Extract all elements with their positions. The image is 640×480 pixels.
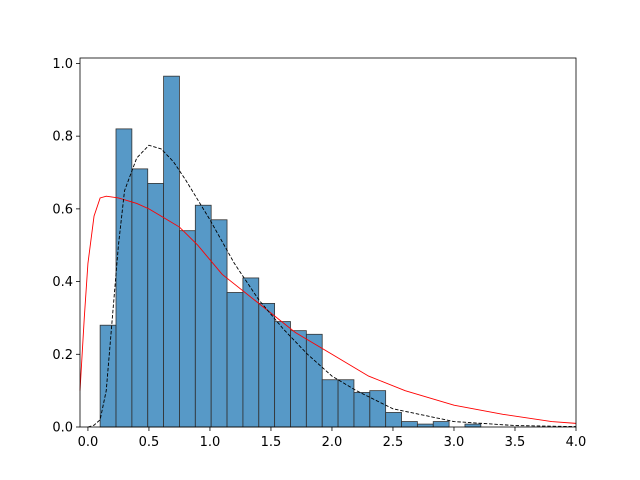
bar xyxy=(385,412,402,428)
y-tick-label: 0.8 xyxy=(52,130,73,145)
density-curve xyxy=(87,144,577,428)
bar xyxy=(305,333,323,428)
bar xyxy=(401,421,418,428)
bar xyxy=(274,321,291,428)
bar xyxy=(194,204,212,428)
x-tick-label: 0.0 xyxy=(78,435,99,450)
bar xyxy=(337,379,355,428)
bar xyxy=(179,230,196,428)
bar xyxy=(99,324,117,428)
bar xyxy=(226,292,244,428)
plot-frame xyxy=(79,57,577,428)
y-tick-label: 1.0 xyxy=(52,57,73,72)
y-tick-label: 0.2 xyxy=(52,348,73,363)
bar xyxy=(147,183,164,428)
bar xyxy=(321,379,339,428)
x-tick-label: 3.5 xyxy=(505,435,526,450)
x-tick-label: 3.0 xyxy=(444,435,465,450)
x-tick-label: 1.0 xyxy=(200,435,221,450)
bar xyxy=(432,421,450,428)
bar xyxy=(369,390,387,428)
bar xyxy=(210,219,228,428)
bar xyxy=(163,75,180,428)
bar xyxy=(353,392,371,428)
bar xyxy=(416,423,434,428)
bar xyxy=(464,423,482,428)
x-tick-label: 2.0 xyxy=(322,435,343,450)
x-tick-label: 2.5 xyxy=(383,435,404,450)
x-tick-label: 1.5 xyxy=(261,435,282,450)
bar xyxy=(115,128,133,428)
bar xyxy=(290,330,307,428)
density-curve xyxy=(79,195,577,424)
y-tick-label: 0.6 xyxy=(52,202,73,217)
bar xyxy=(258,302,276,428)
y-tick-label: 0.4 xyxy=(52,275,73,290)
x-tick-label: 4.0 xyxy=(566,435,587,450)
x-tick-label: 0.5 xyxy=(139,435,160,450)
y-tick-label: 0.0 xyxy=(52,421,73,436)
bar xyxy=(242,277,260,428)
